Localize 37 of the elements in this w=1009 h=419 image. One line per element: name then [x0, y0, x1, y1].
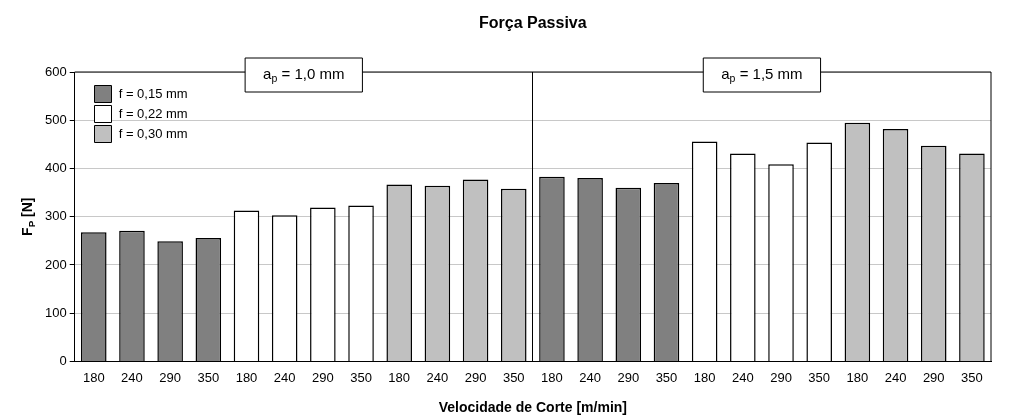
x-tick-label: 180	[235, 369, 258, 385]
x-tick-label: 350	[655, 369, 678, 385]
x-tick-label: 350	[808, 369, 831, 385]
x-tick-label: 350	[350, 369, 372, 385]
x-tick-label: 290	[770, 369, 792, 385]
y-tick-label: 200	[44, 256, 67, 272]
x-tick-label: 180	[693, 369, 716, 385]
legend-label: f = 0,22 mm	[118, 105, 188, 121]
y-tick-label: 500	[44, 111, 67, 127]
x-tick-label: 180	[541, 369, 563, 385]
x-tick-label: 240	[579, 369, 601, 385]
x-tick-label: 350	[502, 369, 525, 385]
x-tick-label: 180	[846, 369, 869, 385]
y-tick-label: 0	[59, 352, 67, 368]
y-tick-label: 600	[44, 63, 67, 79]
x-tick-label: 180	[82, 369, 105, 385]
y-tick-label: 100	[44, 304, 67, 320]
x-tick-label: 290	[464, 369, 487, 385]
y-tick-label: 300	[44, 208, 67, 224]
x-tick-label: 240	[121, 369, 143, 385]
y-tick-label: 400	[44, 160, 67, 176]
x-tick-label: 240	[884, 369, 907, 385]
x-tick-label: 290	[312, 369, 334, 385]
x-tick-label: 290	[617, 369, 640, 385]
legend-label: f = 0,15 mm	[118, 85, 188, 101]
x-tick-label: 290	[159, 369, 181, 385]
y-axis-title: FP [N]	[18, 197, 37, 236]
x-tick-label: 240	[273, 369, 296, 385]
x-tick-label: 240	[426, 369, 449, 385]
x-tick-label: 180	[388, 369, 411, 385]
x-tick-label: 290	[922, 369, 945, 385]
x-tick-label: 240	[731, 369, 754, 385]
x-tick-label: 350	[197, 369, 220, 385]
x-axis-title: Velocidade de Corte [m/min]	[438, 398, 627, 415]
chart-title: Força Passiva	[479, 14, 587, 32]
x-tick-label: 350	[961, 369, 983, 385]
legend-label: f = 0,30 mm	[118, 125, 188, 141]
